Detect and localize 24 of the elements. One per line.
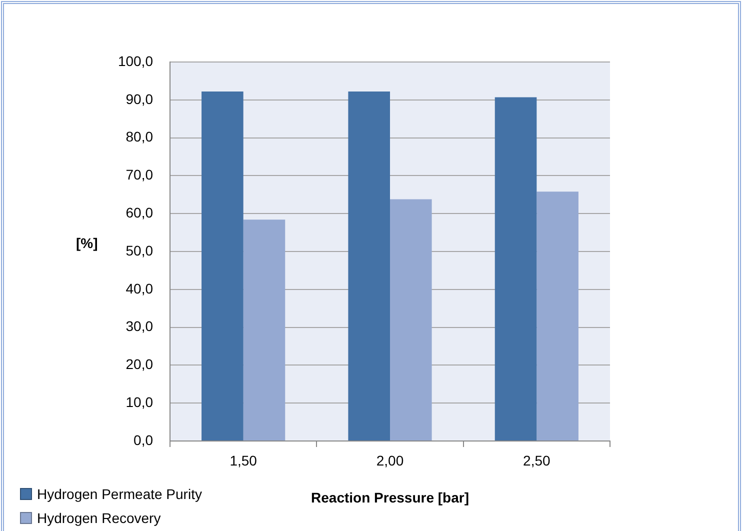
y-tick-label: 30,0	[126, 318, 154, 334]
bar	[243, 220, 286, 440]
y-tick-label: 0,0	[134, 432, 154, 448]
bar	[202, 92, 244, 440]
bar	[494, 97, 537, 440]
x-tick-label: 2,50	[523, 452, 551, 468]
legend-label: Hydrogen Permeate Purity	[37, 486, 202, 502]
y-tick-label: 100,0	[118, 52, 154, 69]
y-tick-label: 60,0	[126, 204, 154, 220]
x-tick-label: 2,00	[376, 452, 404, 468]
y-tick-label: 40,0	[126, 280, 154, 296]
y-tick-label: 50,0	[126, 242, 154, 258]
x-axis-title: Reaction Pressure [bar]	[311, 489, 469, 506]
y-tick-label: 10,0	[126, 394, 154, 410]
x-tick-label: 1,50	[230, 452, 258, 468]
y-tick-label: 80,0	[126, 128, 154, 145]
bar	[536, 192, 578, 440]
bar	[348, 92, 390, 440]
legend-label: Hydrogen Recovery	[37, 510, 161, 526]
y-tick-label: 90,0	[126, 90, 154, 107]
bar	[390, 199, 432, 440]
y-tick-label: 70,0	[126, 166, 154, 183]
y-axis-title: [%]	[76, 234, 98, 252]
y-tick-label: 20,0	[126, 356, 154, 372]
